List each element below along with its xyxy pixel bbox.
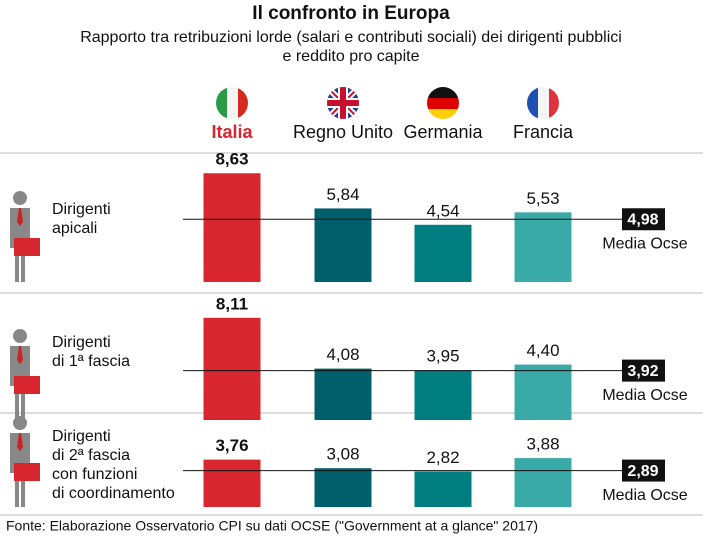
panel-label: Dirigenti [52,334,111,351]
panel-label: con funzioni [52,466,137,483]
person-icon [10,416,40,507]
country-label: Germania [403,122,483,142]
reference-name: Media Ocse [602,487,687,504]
flags [216,87,559,119]
icon-head [13,416,27,430]
icon-tie [17,433,23,451]
bar [414,224,472,282]
panel-label: di 2ª fascia [52,447,130,464]
bar [203,173,261,282]
bar [314,208,372,282]
value-label: 5,84 [326,185,359,204]
icon-tie [17,346,23,364]
icon-head [13,329,27,343]
reference-label: 3,92 [627,363,658,380]
icon-briefcase [14,463,40,481]
icon-tie [17,208,23,226]
value-label: 4,40 [526,341,559,360]
icon-head [13,191,27,205]
value-label: 3,08 [326,445,359,464]
panel-label: di 1ª fascia [52,353,130,370]
reference-name: Media Ocse [602,387,687,404]
country-label: Francia [513,122,574,142]
bar [314,368,372,420]
value-label: 3,88 [526,435,559,454]
source: Fonte: Elaborazione Osservatorio CPI su … [6,518,538,534]
bar [203,459,261,507]
reference-name: Media Ocse [602,235,687,252]
reference-box [622,208,665,231]
value-label: 3,95 [426,347,459,366]
bar [203,317,261,420]
country-label: Italia [211,122,253,142]
chart-title: Il confronto in Europa [252,3,450,24]
reference-box [622,459,665,482]
country-label: Regno Unito [293,122,393,142]
bar [414,471,472,507]
bar [314,468,372,507]
person-icon [10,191,40,282]
bar [414,370,472,420]
subtitle: e reddito pro capite [283,48,420,65]
panel-label: di coordinamento [52,485,175,502]
icon-briefcase [14,238,40,256]
value-label: 4,54 [426,201,459,220]
value-label: 4,08 [326,345,359,364]
reference-label: 2,89 [627,463,658,480]
reference-label: 4,98 [627,211,658,228]
value-label: 3,76 [215,436,248,455]
subtitle: Rapporto tra retribuzioni lorde (salari … [80,29,622,46]
panel-label: apicali [52,220,97,237]
icon-briefcase [14,376,40,394]
bar [514,212,572,282]
panel-label: Dirigenti [52,201,111,218]
bar [514,458,572,507]
panel-label: Dirigenti [52,428,111,445]
person-icon [10,329,40,420]
reference-box [622,359,665,382]
value-label: 8,11 [216,294,248,313]
value-label: 8,63 [215,150,248,169]
value-label: 2,82 [426,448,459,467]
bar [514,364,572,420]
value-label: 5,53 [526,189,559,208]
